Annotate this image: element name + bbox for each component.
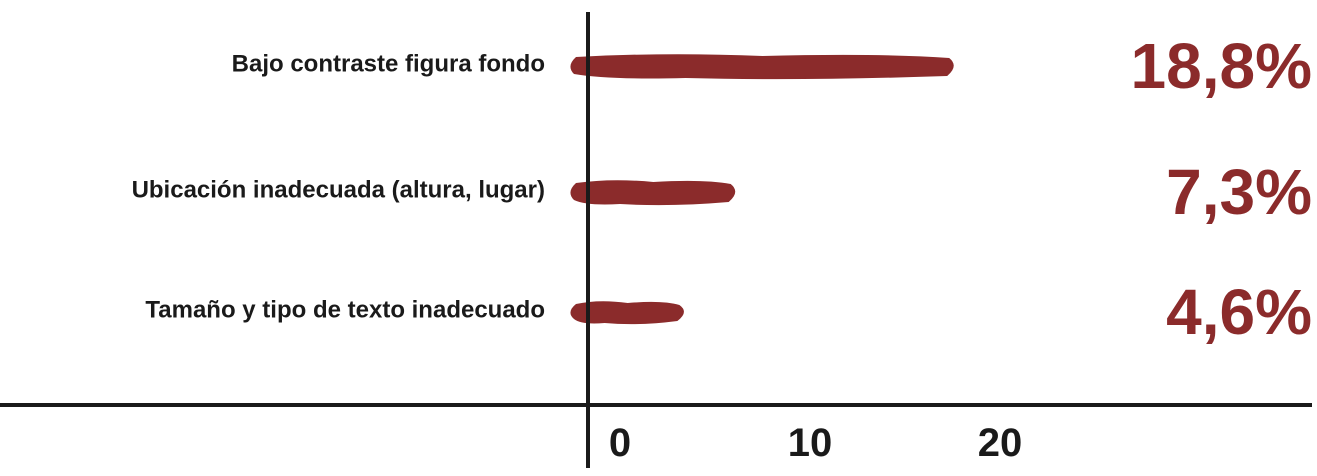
bars-layer (570, 54, 954, 325)
bar-3 (570, 301, 684, 325)
bar-2 (570, 180, 736, 206)
value-label: 18,8% (1131, 30, 1312, 102)
category-label: Bajo contraste figura fondo (232, 50, 545, 77)
x-tick-label: 0 (609, 421, 631, 465)
bar-1 (570, 54, 954, 80)
category-label: Ubicación inadecuada (altura, lugar) (132, 176, 545, 203)
x-tick-label: 10 (788, 421, 833, 465)
value-label: 7,3% (1166, 156, 1312, 228)
category-labels: Bajo contraste figura fondo Ubicación ina… (132, 50, 545, 323)
value-label: 4,6% (1166, 276, 1312, 348)
axes-layer (0, 12, 1312, 468)
category-label: Tamaño y tipo de texto inadecuado (145, 296, 545, 323)
x-tick-labels: 0 10 20 (609, 421, 1022, 465)
x-tick-label: 20 (978, 421, 1023, 465)
value-labels: 18,8% 7,3% 4,6% (1131, 30, 1312, 348)
